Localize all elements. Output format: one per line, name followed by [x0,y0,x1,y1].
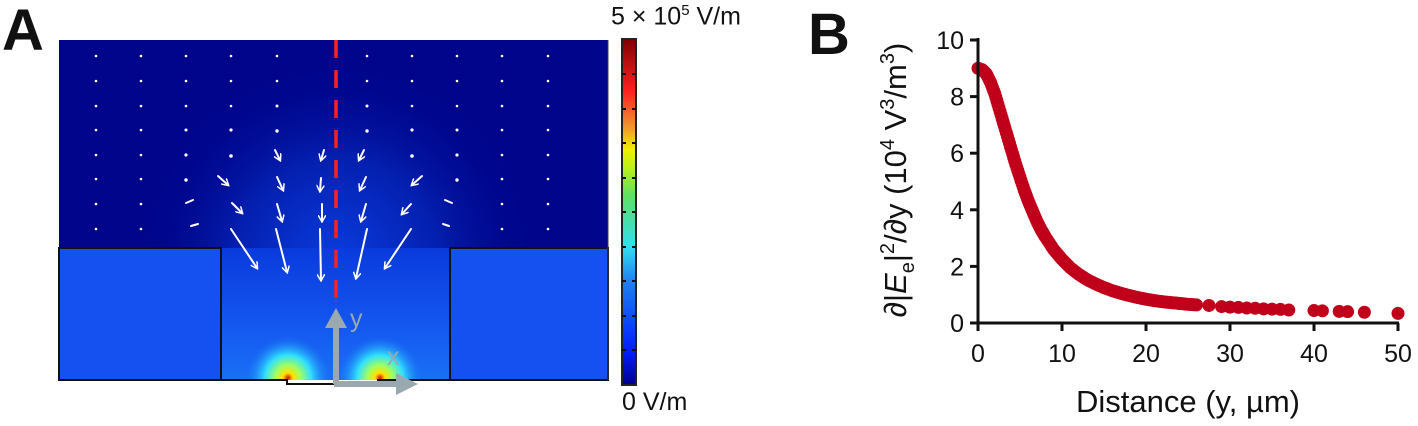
coordinate-axes: y x [325,305,418,395]
electrode-boundary [59,379,608,385]
y-tick-label: 8 [950,84,964,112]
x-tick-label: 40 [1300,340,1328,368]
panel-label-b: B [808,2,850,67]
y-tick-label: 6 [950,140,964,168]
x-tick-label: 0 [971,340,985,368]
x-axis-label: x [387,343,400,371]
y-tick-label: 10 [936,27,964,55]
x-tick-label: 50 [1384,340,1412,368]
colorbar-min-label: 0 V/m [622,388,688,416]
y-axis-label: y [350,305,363,333]
field-simulation: y x [58,38,637,395]
x-axis-title: Distance (y, µm) [1076,384,1300,419]
data-points [971,61,1405,320]
x-tick-label: 30 [1216,340,1244,368]
x-tick-label: 20 [1132,340,1160,368]
x-tick-label: 10 [1048,340,1076,368]
y-tick-label: 4 [950,197,964,225]
y-tick-label: 0 [950,310,964,338]
colorbar-max-label: 5 × 105 V/m [611,2,741,31]
panel-label-a: A [2,0,44,63]
x-axis-arrow-icon [396,373,418,395]
y-ticks: 0 2 4 6 8 10 [936,27,978,338]
field-arrows-far [94,54,550,231]
y-axis-arrow-icon [325,308,347,328]
left-block [58,247,222,381]
x-ticks: 0 10 20 30 40 50 [971,323,1412,368]
y-tick-label: 2 [950,253,964,281]
y-axis-title: ∂|Ee|2/∂y (104 V3/m3) [877,43,919,318]
field-arrows-near [185,149,453,280]
